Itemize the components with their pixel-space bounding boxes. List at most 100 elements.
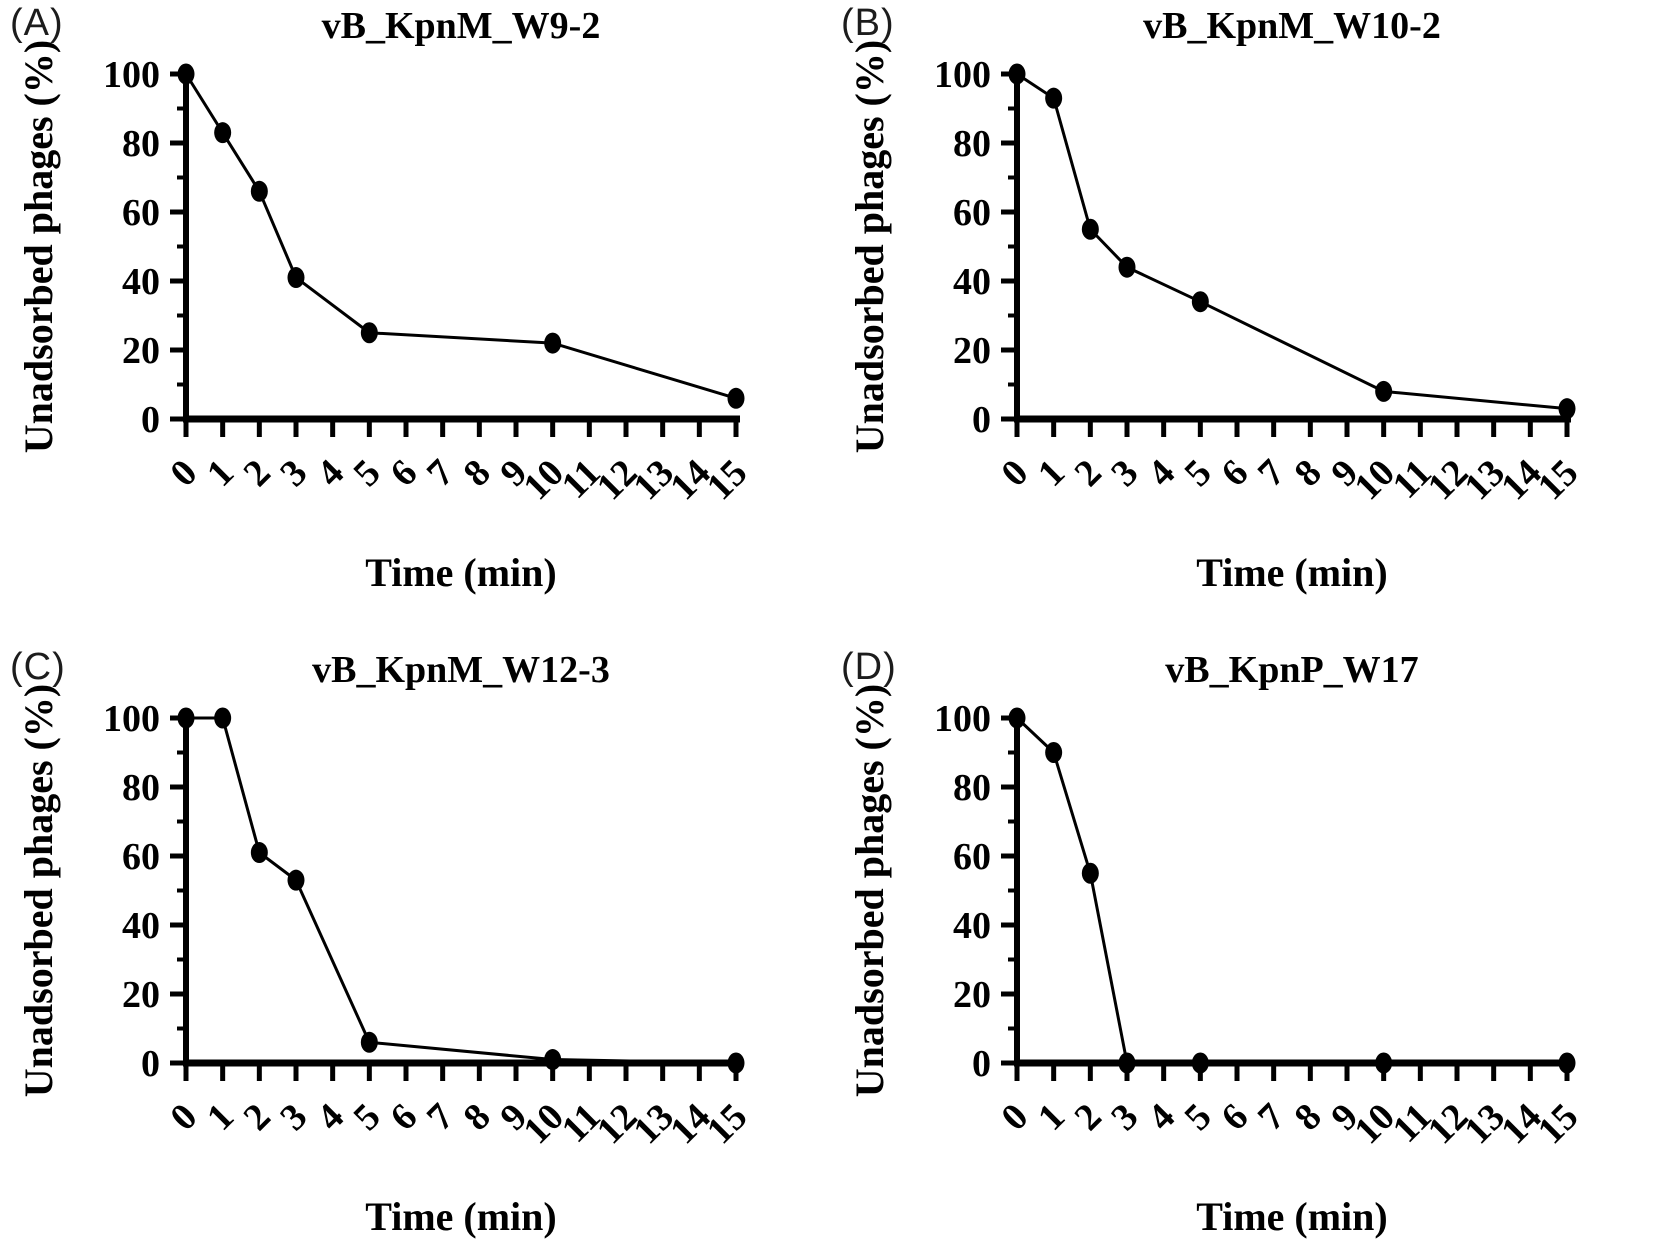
y-tick-label: 40 xyxy=(953,261,991,303)
y-tick-label: 40 xyxy=(122,261,160,303)
x-tick-label: 6 xyxy=(1213,1096,1256,1139)
x-tick-label: 2 xyxy=(1067,452,1110,495)
x-tick-label: 0 xyxy=(162,452,205,495)
panel-label-C: (C) xyxy=(10,646,66,688)
data-point xyxy=(177,707,195,729)
y-axis-title: Unadsorbed phages (%) xyxy=(847,40,892,453)
x-tick-label: 2 xyxy=(236,452,279,495)
y-tick-label: 100 xyxy=(934,54,991,96)
chart-svg: 0204060801000123456789101112131415Unadso… xyxy=(16,40,756,595)
chart-title-C: vB_KpnM_W12-3 xyxy=(312,649,610,691)
y-tick-label: 80 xyxy=(122,123,160,165)
data-point xyxy=(287,869,305,891)
chart-A: 0 20 40 60 80 100 0 1 2 3 4 5 6 7 8 9 10 11 12 13 14 15 Unadso… xyxy=(6,40,826,600)
x-tick-label: 4 xyxy=(1140,1096,1183,1139)
x-tick-label: 2 xyxy=(1067,1096,1110,1139)
data-point xyxy=(1045,87,1063,109)
x-tick-label: 6 xyxy=(1213,452,1256,495)
chart-D: 0 20 40 60 80 100 0 1 2 3 4 5 6 7 8 9 10 11 12 13 14 15 Unadso… xyxy=(837,684,1657,1244)
x-tick-label: 6 xyxy=(382,1096,425,1139)
panel-B: (B) vB_KpnM_W10-2 0 20 40 60 80 100 0 1 2 3 4 5 6 7 8 9… xyxy=(831,0,1662,620)
x-tick-label: 1 xyxy=(1030,1096,1073,1139)
x-tick-label: 7 xyxy=(1250,1096,1293,1139)
x-tick-label: 0 xyxy=(993,452,1036,495)
x-tick-label: 0 xyxy=(993,1096,1036,1139)
y-tick-label: 80 xyxy=(953,123,991,165)
data-point xyxy=(1558,398,1576,420)
x-axis-title: Time (min) xyxy=(1196,550,1387,595)
panel-label-B: (B) xyxy=(841,2,895,44)
data-point xyxy=(544,1049,562,1071)
x-tick-label: 4 xyxy=(1140,452,1183,495)
x-tick-label: 6 xyxy=(382,452,425,495)
series-line xyxy=(1016,72,1568,411)
data-point xyxy=(360,1031,378,1053)
chart-svg: 0204060801000123456789101112131415Unadso… xyxy=(847,684,1587,1239)
data-point xyxy=(1045,742,1063,763)
chart-B: 0 20 40 60 80 100 0 1 2 3 4 5 6 7 8 9 10 11 12 13 14 15 Unadso… xyxy=(837,40,1657,600)
y-axis-title: Unadsorbed phages (%) xyxy=(16,40,61,453)
x-tick-label: 3 xyxy=(1103,1096,1146,1139)
y-tick-label: 40 xyxy=(953,905,991,947)
x-tick-label: 0 xyxy=(162,1096,205,1139)
panel-A: (A) vB_KpnM_W9-2 0 20 40 60 80 100 0 1 2 3 4 5 6 7 8 9 1… xyxy=(0,0,831,620)
y-tick-label: 20 xyxy=(122,974,160,1016)
x-tick-label: 15 xyxy=(699,1096,756,1153)
data-point xyxy=(1008,63,1026,85)
x-tick-label: 4 xyxy=(309,1096,352,1139)
data-point xyxy=(727,1052,745,1074)
x-tick-label: 15 xyxy=(1530,1096,1587,1153)
x-tick-label: 7 xyxy=(419,1096,462,1139)
x-tick-label: 1 xyxy=(199,452,242,495)
x-axis-title: Time (min) xyxy=(365,1194,556,1239)
panel-D: (D) vB_KpnP_W17 0 20 40 60 80 100 0 1 2 3 4 5 6 7 8 9 10… xyxy=(831,620,1662,1246)
y-tick-label: 60 xyxy=(122,836,160,878)
y-tick-label: 80 xyxy=(953,767,991,809)
x-tick-label: 2 xyxy=(236,1096,279,1139)
data-point xyxy=(1558,1052,1576,1074)
panel-C: (C) vB_KpnM_W12-3 0 20 40 60 80 100 0 1 2 3 4 5 6 7 8 9… xyxy=(0,620,831,1246)
series-line xyxy=(184,73,737,400)
data-point xyxy=(1375,380,1393,402)
y-tick-label: 20 xyxy=(953,974,991,1016)
x-tick-label: 8 xyxy=(456,452,499,495)
data-point xyxy=(214,122,232,144)
chart-svg: 0204060801000123456789101112131415Unadso… xyxy=(16,684,756,1239)
y-tick-label: 20 xyxy=(953,330,991,372)
x-tick-label: 5 xyxy=(346,452,389,495)
data-point xyxy=(250,842,268,864)
chart-C: 0 20 40 60 80 100 0 1 2 3 4 5 6 7 8 9 10 11 12 13 14 15 Unadso… xyxy=(6,684,826,1244)
x-tick-label: 7 xyxy=(1250,452,1293,495)
x-tick-label: 1 xyxy=(199,1096,242,1139)
figure-top-row: (A) vB_KpnM_W9-2 0 20 40 60 80 100 0 1 2 3 4 5 6 7 8 9 1… xyxy=(0,0,1662,620)
x-tick-label: 5 xyxy=(1177,1096,1220,1139)
y-tick-label: 100 xyxy=(103,698,160,740)
x-tick-label: 15 xyxy=(699,452,756,509)
x-tick-label: 3 xyxy=(1103,452,1146,495)
data-point xyxy=(727,387,745,409)
y-axis-title: Unadsorbed phages (%) xyxy=(847,684,892,1097)
data-point xyxy=(250,180,268,202)
x-tick-label: 3 xyxy=(272,452,315,495)
y-tick-label: 100 xyxy=(934,698,991,740)
figure-bottom-row: (C) vB_KpnM_W12-3 0 20 40 60 80 100 0 1 2 3 4 5 6 7 8 9… xyxy=(0,620,1662,1246)
chart-title-B: vB_KpnM_W10-2 xyxy=(1143,5,1441,47)
y-tick-label: 0 xyxy=(141,1043,160,1085)
x-tick-label: 1 xyxy=(1030,452,1073,495)
data-point xyxy=(214,707,232,729)
chart-title-D: vB_KpnP_W17 xyxy=(1165,649,1419,691)
data-point xyxy=(544,332,562,354)
data-point xyxy=(1008,707,1026,729)
y-tick-label: 40 xyxy=(122,905,160,947)
data-point xyxy=(287,267,305,289)
x-tick-label: 3 xyxy=(272,1096,315,1139)
data-point xyxy=(1118,256,1136,278)
x-tick-label: 8 xyxy=(1287,1096,1330,1139)
data-point xyxy=(360,322,378,344)
y-tick-label: 60 xyxy=(953,836,991,878)
x-tick-label: 8 xyxy=(1287,452,1330,495)
y-tick-label: 60 xyxy=(122,192,160,234)
y-tick-label: 20 xyxy=(122,330,160,372)
x-axis-title: Time (min) xyxy=(365,550,556,595)
